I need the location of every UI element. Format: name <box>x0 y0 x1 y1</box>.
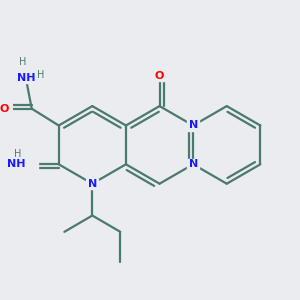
Bar <box>187 120 199 130</box>
Text: N: N <box>188 121 198 130</box>
Text: NH: NH <box>17 74 35 83</box>
Bar <box>14 73 38 83</box>
Text: O: O <box>155 71 164 81</box>
Text: NH: NH <box>8 159 26 169</box>
Bar <box>0 103 11 114</box>
Text: H: H <box>19 57 26 67</box>
Bar <box>153 71 166 81</box>
Bar <box>16 159 38 170</box>
Text: H: H <box>14 149 21 159</box>
Bar <box>187 159 199 170</box>
Text: O: O <box>0 104 9 114</box>
Text: N: N <box>188 159 198 169</box>
Bar <box>86 178 98 189</box>
Text: N: N <box>88 179 97 189</box>
Text: H: H <box>37 70 44 80</box>
